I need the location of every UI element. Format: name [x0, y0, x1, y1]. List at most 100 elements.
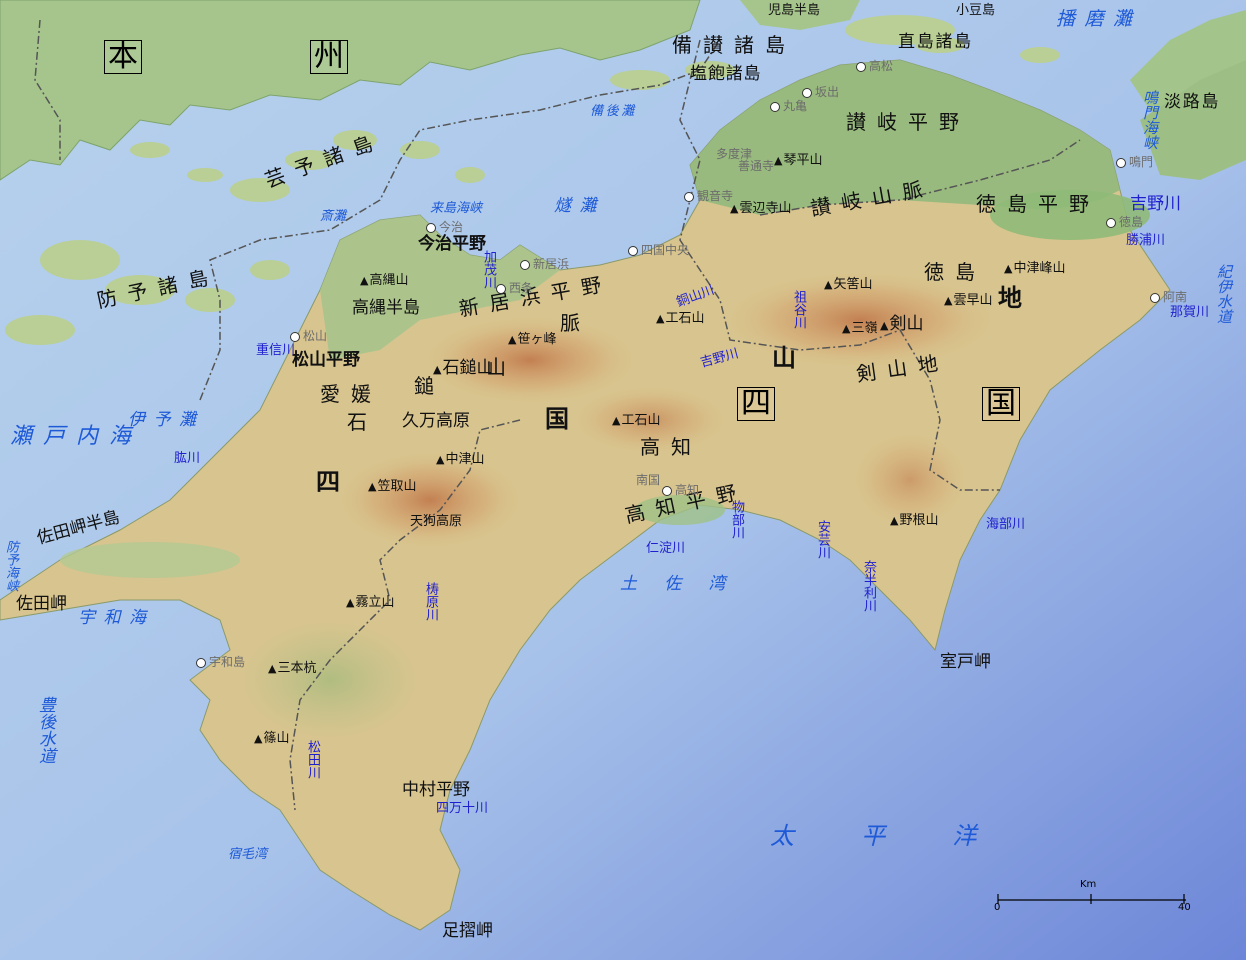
river-shigenobu: 重信川	[256, 343, 296, 358]
city-anan: 阿南	[1150, 291, 1187, 303]
tosa-bay: 土佐湾	[620, 574, 753, 594]
shikoku-box-label-1: 四	[737, 387, 775, 421]
peak-ishizuchi: 石鎚山	[433, 360, 493, 377]
bungo-channel: 豊後水道	[35, 696, 55, 764]
peak-nakatsumine: 中津峰山	[1004, 262, 1065, 275]
cape-sadamisaki: 佐田岬	[16, 594, 67, 614]
shikoku-char-koku: 国	[545, 405, 569, 433]
city-takamatsu: 高松	[856, 60, 893, 72]
city-marugame: 丸亀	[770, 100, 807, 112]
river-monobe: 物部川	[729, 500, 744, 539]
inland-islands	[5, 15, 1060, 345]
iyo-nada: 伊予灘	[128, 410, 205, 430]
shiwaku-islands: 塩飽諸島	[690, 64, 762, 84]
shikoku-box-label-2: 国	[982, 387, 1020, 421]
river-aki: 安芸川	[815, 520, 830, 559]
river-shimanto: 四万十川	[436, 801, 489, 816]
ehime-label: 愛媛	[320, 382, 382, 406]
sukumo-bay: 宿毛湾	[228, 847, 268, 862]
peak-nakatsu: 中津山	[436, 453, 484, 466]
river-matsuda: 松田川	[305, 740, 320, 779]
kumakogen: 久万高原	[402, 411, 470, 431]
river-kaifu: 海部川	[986, 517, 1026, 532]
pacific-ocean: 太平洋	[770, 822, 1044, 850]
peak-kotohira: 琴平山	[774, 154, 822, 167]
peak-takanawa: 高縄山	[360, 274, 408, 287]
city-kannonji: 観音寺	[684, 190, 733, 202]
kii-channel: 紀伊水道	[1215, 264, 1233, 324]
scale-tick-0: 0	[994, 902, 1001, 913]
cape-ashizuri: 足摺岬	[442, 921, 493, 941]
scale-tick-40: 40	[1178, 902, 1191, 913]
naruto-strait: 鳴門海峡	[1141, 90, 1159, 150]
peak-sanbongui: 三本杭	[268, 662, 316, 675]
peak-kuishi-north: 工石山	[656, 312, 704, 325]
peak-sanrei: 三嶺	[842, 322, 877, 335]
river-nahari: 奈半利川	[861, 560, 876, 612]
itsuki-nada: 斎灘	[320, 209, 347, 224]
tokushima-region: 徳島	[924, 260, 986, 284]
tengukogen: 天狗高原	[410, 514, 463, 529]
imabari-plain: 今治平野	[418, 234, 486, 254]
city-shikokuchuo: 四国中央	[628, 244, 689, 256]
city-tadotsu: 多度津	[716, 147, 753, 161]
kojima	[740, 0, 860, 30]
river-yoshino-mouth: 吉野川	[1130, 194, 1181, 214]
peak-unso: 雲早山	[944, 294, 992, 307]
peak-kiritate: 霧立山	[346, 596, 394, 609]
naoshima-islands: 直島諸島	[898, 32, 973, 52]
kojima-peninsula: 児島半島	[768, 3, 821, 18]
city-sakaide: 坂出	[802, 86, 839, 98]
river-naka: 那賀川	[1170, 305, 1210, 320]
nakamura-plain: 中村平野	[402, 780, 470, 800]
city-zentsuji: 善通寺	[738, 159, 775, 173]
river-hiji: 肱川	[174, 451, 201, 466]
hiuchi-nada: 燧灘	[554, 196, 605, 216]
honshu-label-2: 州	[310, 40, 348, 74]
scale-title: Km	[1080, 879, 1097, 890]
city-nankoku: 南国	[636, 473, 661, 487]
shikoku-char-shi: 四	[316, 468, 340, 496]
river-kamo: 加茂川	[481, 250, 496, 289]
tokushima-plain: 徳島平野	[976, 192, 1100, 216]
takanawa-peninsula: 高縄半島	[352, 298, 420, 318]
city-tokushima: 徳島	[1106, 216, 1143, 228]
shikoku-char-san: 山	[772, 344, 796, 372]
peak-kasatori: 笠取山	[368, 480, 416, 493]
city-naruto: 鳴門	[1116, 156, 1153, 168]
bisan-islands: 備讃諸島	[672, 33, 796, 57]
scale-bar: Km 0 40	[990, 879, 1191, 925]
city-uwajima: 宇和島	[196, 656, 245, 668]
uwa-sea: 宇和海	[78, 608, 155, 628]
city-matsuyama: 松山	[290, 330, 327, 342]
river-iya: 祖谷川	[791, 290, 806, 329]
city-imabari: 今治	[426, 221, 463, 233]
awaji-island-label: 淡路島	[1164, 92, 1221, 112]
peak-nonezan: 野根山	[890, 514, 938, 527]
city-kochi: 高知	[662, 484, 699, 496]
ishizuchi-char-2: 鎚	[414, 374, 434, 398]
river-niyodo: 仁淀川	[646, 541, 686, 556]
ishizuchi-char-4: 脈	[560, 311, 580, 335]
peak-tsurugi: 剣山	[880, 316, 923, 333]
city-niihama: 新居浜	[520, 258, 569, 270]
peak-unpenji: 雲辺寺山	[730, 202, 791, 215]
shodoshima: 小豆島	[956, 3, 996, 18]
scale-line	[997, 894, 1186, 904]
bingo-nada: 備後灘	[590, 104, 637, 119]
peak-sasagamine: 笹ヶ峰	[508, 333, 556, 346]
honshu-label-1: 本	[104, 40, 142, 74]
honshu-coast	[0, 0, 701, 181]
sanuki-plain: 讃岐平野	[846, 110, 970, 134]
peak-kuishi-south: 工石山	[612, 414, 660, 427]
harima-nada: 播磨灘	[1056, 8, 1142, 30]
cape-muroto: 室戸岬	[940, 652, 991, 672]
ishizuchi-char-1: 石	[347, 410, 367, 434]
river-katsura: 勝浦川	[1126, 233, 1166, 248]
awaji-island	[1140, 60, 1246, 180]
peak-sasayama: 篠山	[254, 732, 289, 745]
peak-yazasa: 矢筈山	[824, 278, 872, 291]
river-yusuhara: 梼原川	[423, 582, 438, 621]
